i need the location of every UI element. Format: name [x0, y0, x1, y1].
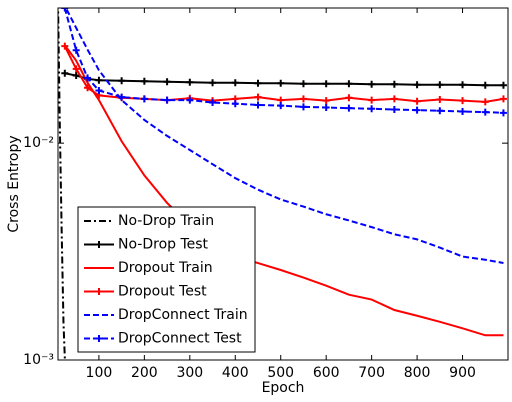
plot-area [58, 8, 507, 360]
point-marker [499, 81, 507, 89]
x-tick-label: 600 [313, 365, 340, 381]
point-marker [277, 102, 285, 110]
point-marker [481, 81, 489, 89]
legend-label: Dropout Train [118, 260, 213, 276]
point-marker [322, 97, 330, 105]
point-marker [345, 80, 353, 88]
point-marker [436, 107, 444, 115]
point-marker [61, 69, 69, 77]
point-marker [459, 97, 467, 105]
point-marker [368, 105, 376, 113]
point-marker [254, 101, 262, 109]
point-marker [436, 81, 444, 89]
point-marker [390, 105, 398, 113]
point-marker [499, 109, 507, 117]
legend-label: Dropout Test [118, 284, 207, 300]
point-marker [390, 95, 398, 103]
point-marker [61, 42, 69, 50]
x-tick-label: 200 [131, 365, 158, 381]
point-marker [481, 98, 489, 106]
point-marker [84, 84, 92, 92]
series-line [63, 45, 504, 103]
legend-marker [95, 288, 103, 295]
point-marker [345, 104, 353, 112]
series-line [64, 8, 504, 265]
point-marker [186, 78, 194, 86]
y-axis-label: Cross Entropy [6, 135, 22, 232]
point-marker [345, 94, 353, 102]
legend-label: No-Drop Test [118, 237, 209, 253]
series-line [58, 8, 66, 360]
point-marker [322, 80, 330, 88]
legend-label: No-Drop Train [118, 213, 214, 229]
x-tick-label: 100 [86, 365, 113, 381]
legend-label: DropConnect Train [118, 307, 248, 323]
point-marker [95, 76, 103, 84]
point-marker [163, 78, 171, 86]
point-marker [322, 104, 330, 112]
point-marker [277, 79, 285, 87]
x-tick-label: 300 [176, 365, 203, 381]
y-tick-label: 10⁻² [23, 135, 54, 151]
point-marker [72, 72, 80, 80]
legend-marker [95, 335, 103, 342]
point-marker [209, 79, 217, 87]
point-marker [163, 96, 171, 104]
point-marker [299, 95, 307, 103]
point-marker [413, 106, 421, 114]
point-marker [299, 103, 307, 111]
point-marker [254, 79, 262, 87]
point-marker [72, 46, 80, 54]
legend-box [77, 206, 256, 353]
point-marker [61, 8, 69, 12]
point-marker [481, 108, 489, 116]
point-marker [140, 95, 148, 103]
x-tick-label: 900 [449, 365, 476, 381]
point-marker [459, 81, 467, 89]
point-marker [436, 95, 444, 103]
series-line [63, 8, 504, 114]
legend-marker [95, 241, 103, 248]
x-tick-label: 400 [222, 365, 249, 381]
point-marker [186, 96, 194, 104]
point-marker [299, 80, 307, 88]
x-tick-label: 700 [358, 365, 385, 381]
series-line [64, 72, 504, 87]
point-marker [499, 95, 507, 103]
point-marker [390, 80, 398, 88]
point-marker [368, 96, 376, 104]
point-marker [95, 86, 103, 94]
axes-frame [57, 7, 509, 361]
y-tick-label: 10⁻³ [23, 352, 54, 368]
point-marker [140, 77, 148, 85]
point-marker [84, 74, 92, 82]
point-marker [118, 93, 126, 101]
legend-label: DropConnect Test [118, 331, 242, 347]
point-marker [459, 107, 467, 115]
x-tick-label: 800 [404, 365, 431, 381]
series-line [64, 44, 504, 337]
point-marker [209, 98, 217, 106]
point-marker [254, 93, 262, 101]
x-tick-label: 500 [267, 365, 294, 381]
point-marker [413, 81, 421, 89]
point-marker [231, 100, 239, 108]
point-marker [72, 65, 80, 73]
x-axis-label: Epoch [262, 380, 305, 396]
point-marker [231, 79, 239, 87]
point-marker [368, 80, 376, 88]
point-marker [413, 97, 421, 105]
point-marker [118, 77, 126, 85]
